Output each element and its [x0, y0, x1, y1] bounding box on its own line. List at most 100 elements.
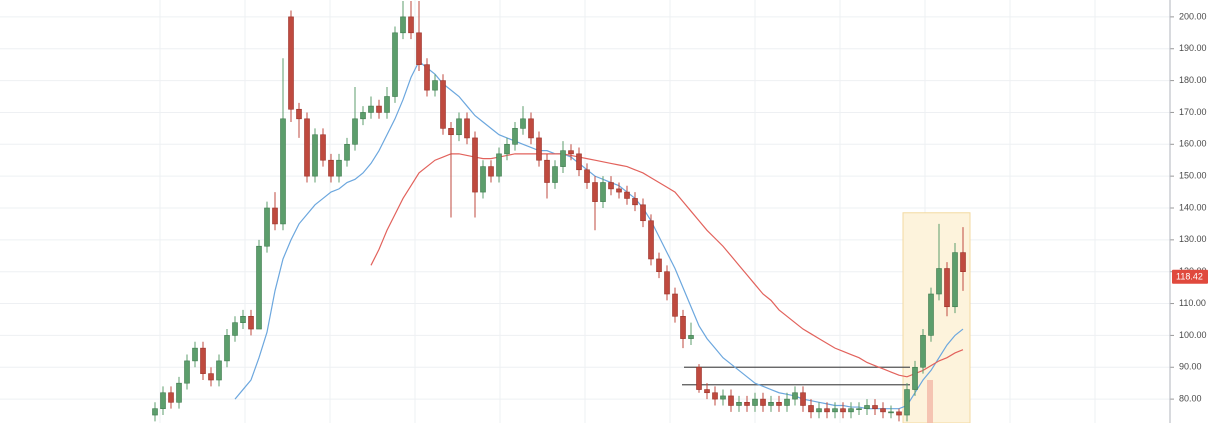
candle-body	[216, 360, 222, 381]
candle-body	[848, 408, 854, 413]
candle-body	[544, 159, 550, 183]
y-tick-label: 190.00	[1179, 43, 1207, 53]
candle-body	[352, 118, 358, 145]
candle-body	[424, 64, 430, 91]
y-tick-label: 80.00	[1179, 393, 1202, 403]
candle-body	[496, 153, 502, 177]
candle-body	[632, 198, 638, 206]
candle-body	[304, 118, 310, 177]
candle-body	[608, 182, 614, 190]
candle-body	[736, 401, 742, 406]
candle-body	[624, 191, 630, 199]
candle-body	[176, 382, 182, 403]
candle-body	[280, 118, 286, 225]
candle-body	[312, 134, 318, 177]
candle-body	[560, 150, 566, 167]
candle-body	[552, 166, 558, 183]
candle-body	[744, 401, 750, 406]
candle-body	[536, 137, 542, 161]
candle-body	[408, 16, 414, 34]
candle-body	[720, 395, 726, 400]
candle-body	[776, 401, 782, 406]
candle-body	[680, 315, 686, 339]
candle-body	[672, 293, 678, 317]
candle-body	[192, 347, 198, 362]
candle-body	[792, 392, 798, 400]
candle-body	[944, 268, 950, 308]
candle-body	[416, 32, 422, 65]
candle-body	[272, 207, 278, 225]
candle-body	[616, 188, 622, 193]
y-tick-label: 100.00	[1179, 330, 1207, 340]
y-tick-label: 130.00	[1179, 234, 1207, 244]
candle-body	[640, 204, 646, 222]
moving-average	[370, 153, 964, 378]
candle-body	[168, 392, 174, 403]
candle-body	[328, 159, 334, 177]
moving-average	[234, 60, 964, 410]
last-price-box	[1172, 269, 1208, 284]
candle-body	[728, 395, 734, 406]
candle-body	[864, 405, 870, 409]
y-tick-label: 110.00	[1179, 298, 1206, 308]
candle-body	[952, 252, 958, 308]
candle-body	[256, 245, 262, 330]
candle-body	[520, 118, 526, 129]
candle-body	[400, 16, 406, 34]
candle-body	[832, 408, 838, 413]
candle-body	[232, 322, 238, 336]
candle-body	[224, 335, 230, 362]
candle-body	[344, 143, 350, 161]
candle-body	[656, 258, 662, 273]
candle-body	[392, 32, 398, 97]
candle-body	[880, 408, 886, 413]
candle-body	[288, 16, 294, 110]
candle-body	[504, 143, 510, 155]
candle-body	[320, 134, 326, 161]
candle-body	[160, 392, 166, 409]
candle-body	[936, 268, 942, 295]
y-tick-label: 180.00	[1179, 75, 1207, 85]
candle-body	[208, 373, 214, 381]
candle-body	[784, 398, 790, 406]
candle-body	[712, 392, 718, 400]
highlight-box	[902, 212, 971, 423]
last-price-label: 118.42	[1176, 272, 1203, 282]
candle-body	[816, 408, 822, 413]
candle-body	[808, 405, 814, 413]
y-tick-label: 140.00	[1179, 202, 1207, 212]
candle-body	[760, 398, 766, 406]
candle-body	[960, 252, 966, 273]
candle-body	[896, 411, 902, 416]
candle-body	[688, 335, 694, 339]
candle-body	[248, 315, 254, 330]
candle-body	[568, 150, 574, 155]
candle-body	[296, 108, 302, 120]
candle-body	[512, 128, 518, 145]
candle-body	[800, 392, 806, 406]
y-tick-label: 90.00	[1179, 362, 1202, 372]
candle-body	[904, 389, 910, 416]
candle-body	[448, 128, 454, 136]
candle-body	[432, 80, 438, 91]
candle-body	[768, 401, 774, 406]
candle-body	[872, 405, 878, 409]
candle-body	[240, 315, 246, 323]
candle-body	[152, 408, 158, 416]
candle-body	[920, 335, 926, 368]
candle-body	[264, 207, 270, 247]
candle-body	[528, 118, 534, 139]
candle-body	[384, 96, 390, 113]
candle-body	[576, 153, 582, 171]
candle-body	[368, 105, 374, 113]
candle-body	[376, 105, 382, 113]
candle-body	[664, 271, 670, 295]
candle-body	[440, 80, 446, 129]
candle-body	[752, 398, 758, 406]
candle-body	[360, 112, 366, 120]
y-tick-label: 160.00	[1179, 139, 1207, 149]
candle-body	[480, 166, 486, 193]
y-tick-label: 170.00	[1179, 107, 1207, 117]
candle-body	[912, 366, 918, 390]
